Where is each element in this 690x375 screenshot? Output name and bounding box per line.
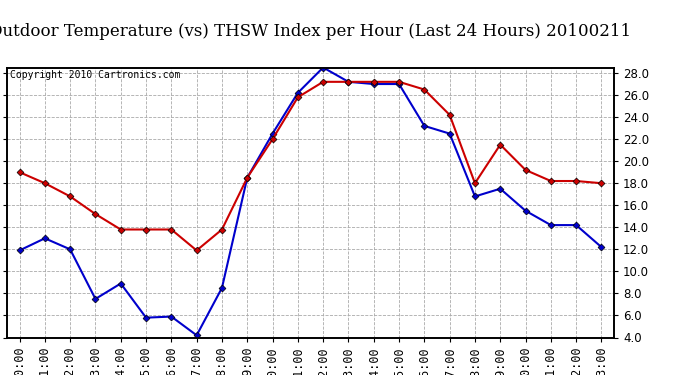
- Text: Copyright 2010 Cartronics.com: Copyright 2010 Cartronics.com: [10, 70, 180, 80]
- Text: Outdoor Temperature (vs) THSW Index per Hour (Last 24 Hours) 20100211: Outdoor Temperature (vs) THSW Index per …: [0, 22, 631, 39]
